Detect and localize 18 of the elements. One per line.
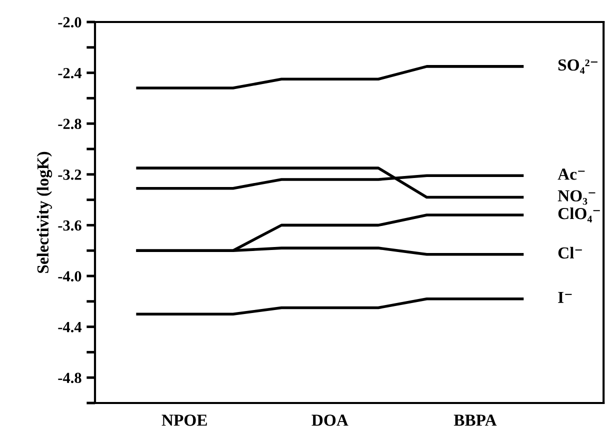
text: NO₃⁻ (558, 190, 596, 205)
text: Cl⁻ (558, 246, 582, 259)
y-tick-label: -4.4 (58, 322, 82, 332)
x-tick-label: BBPA (454, 414, 497, 426)
y-tick-label: -4.8 (58, 372, 82, 384)
y-tick-label: -2.8 (58, 118, 82, 130)
y-axis-title: Selectivity (logK) (36, 152, 52, 273)
y-tick-label: -3.6 (58, 220, 82, 231)
x-tick-label: DOA (312, 414, 348, 426)
text: I⁻ (558, 292, 572, 303)
text: ClO₄⁻ (558, 207, 600, 222)
y-tick-label: -4.0 (58, 271, 82, 282)
y-tick-label: -2.0 (58, 17, 82, 28)
x-tick-label: NPOE (162, 414, 207, 426)
y-tick-label: -2.4 (58, 68, 82, 78)
text: Ac⁻ (558, 168, 585, 180)
text: SO₄²⁻ (558, 59, 598, 74)
y-tick-label: -3.2 (58, 170, 82, 180)
